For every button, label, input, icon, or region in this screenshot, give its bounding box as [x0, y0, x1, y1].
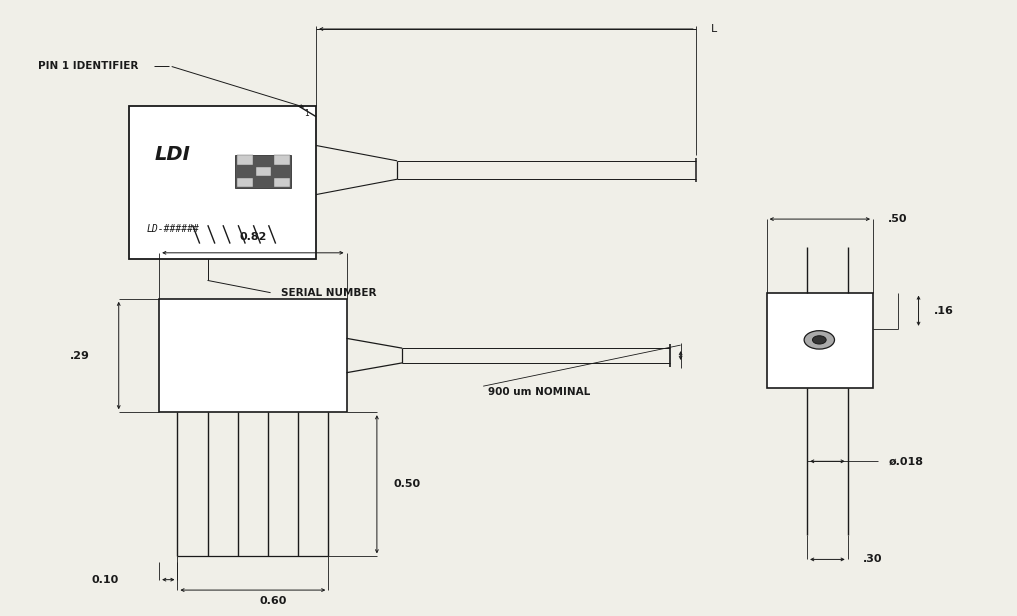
Text: 0.50: 0.50 [394, 479, 421, 489]
Bar [235, 155, 291, 188]
Bar [275, 178, 290, 187]
Text: SERIAL NUMBER: SERIAL NUMBER [281, 288, 376, 298]
Text: .16: .16 [934, 306, 954, 316]
Text: ø.018: ø.018 [888, 456, 923, 466]
Bar [237, 155, 252, 164]
Text: 0.82: 0.82 [239, 232, 266, 243]
Text: LD-######: LD-###### [147, 224, 200, 235]
Bar [255, 166, 272, 176]
Bar [275, 155, 290, 164]
Bar [160, 299, 347, 412]
Text: .29: .29 [70, 351, 91, 360]
Circle shape [813, 336, 826, 344]
Text: 1: 1 [304, 108, 309, 118]
Text: .50: .50 [888, 214, 907, 224]
Text: .30: .30 [862, 554, 883, 564]
Text: 0.60: 0.60 [259, 596, 287, 606]
Text: LDI: LDI [155, 145, 190, 164]
Bar [767, 293, 873, 387]
Text: L: L [711, 24, 717, 34]
Bar [237, 178, 252, 187]
Text: 0.10: 0.10 [92, 575, 119, 585]
Text: PIN 1 IDENTIFIER: PIN 1 IDENTIFIER [38, 61, 138, 71]
Circle shape [804, 331, 835, 349]
Text: 900 um NOMINAL: 900 um NOMINAL [488, 387, 591, 397]
Bar [129, 105, 316, 259]
